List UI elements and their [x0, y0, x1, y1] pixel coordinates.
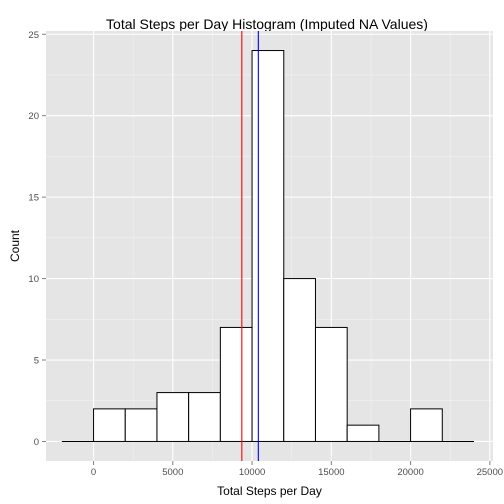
x-tick-label: 10000	[239, 467, 265, 478]
histogram-bar	[314, 326, 348, 442]
y-tick-label: 5	[34, 356, 39, 367]
histogram-bar	[346, 424, 380, 442]
histogram-bar	[93, 408, 126, 442]
chart-title: Total Steps per Day Histogram (Imputed N…	[106, 16, 428, 32]
reference-lines	[241, 31, 259, 461]
x-tick-label: 20000	[397, 467, 423, 478]
x-tick-label: 15000	[318, 467, 344, 478]
histogram-bar	[156, 392, 190, 442]
y-tick-label: 0	[34, 437, 39, 448]
y-tick-label: 25	[28, 30, 39, 41]
histogram-bar	[124, 408, 158, 442]
histogram-bar	[410, 408, 443, 442]
histogram-bar	[188, 392, 221, 442]
y-tick-label: 20	[28, 111, 39, 122]
x-tick-label: 5000	[162, 467, 183, 478]
y-tick-label: 10	[28, 274, 39, 285]
histogram-bar	[283, 278, 316, 442]
histogram-bar	[219, 326, 253, 442]
y-axis-title: Count	[8, 229, 22, 262]
y-axis: 0 5 10 15 20 25	[28, 30, 46, 448]
x-tick-label: 25000	[477, 467, 503, 478]
histogram-bar	[251, 50, 285, 442]
x-axis: 0 5000 10000 15000 20000 25000	[91, 461, 503, 478]
x-tick-label: 0	[91, 467, 96, 478]
y-tick-label: 15	[28, 193, 39, 204]
bars	[61, 50, 474, 442]
x-axis-title: Total Steps per Day	[217, 484, 322, 498]
